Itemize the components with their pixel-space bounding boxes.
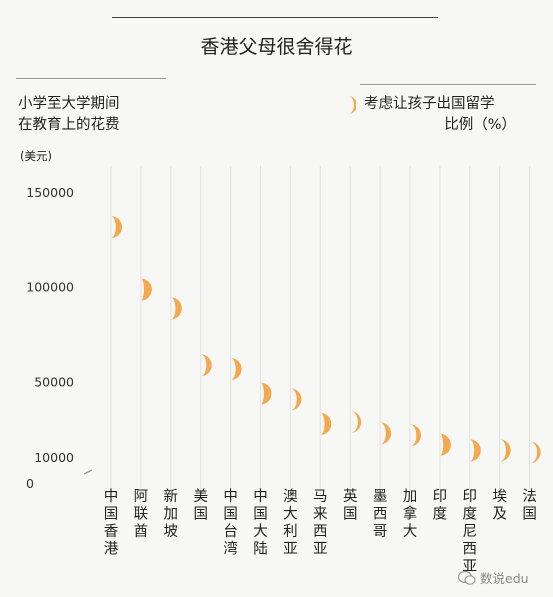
y-tick-label-1: 100000 [26,280,74,295]
y-tick-label-4: 0 [26,476,34,491]
category-label-0-char-0: 中 [104,488,119,505]
category-label-12-char-0: 印 [463,488,478,505]
data-point-10 [410,424,421,447]
category-label-6-char-1: 大 [283,506,298,523]
category-label-5-char-2: 大 [253,523,268,540]
category-label-6-char-0: 澳 [283,488,298,505]
data-point-3 [200,354,212,377]
category-label-12-char-3: 西 [463,542,478,558]
category-label-3-char-0: 美 [193,488,208,505]
category-label-10-char-2: 大 [403,523,418,540]
category-label-7-char-0: 马 [313,488,328,505]
category-label-12-char-1: 度 [463,506,478,523]
data-point-2 [170,297,182,320]
data-point-14 [529,441,541,464]
data-point-13 [499,439,511,462]
y-tick-label-2: 50000 [34,374,74,389]
legend: 考虑让孩子出国留学 比例（%） [340,94,528,136]
page-title: 香港父母很舍得花 [200,36,353,58]
category-label-6-char-2: 利 [283,523,298,540]
category-label-5-char-3: 陆 [253,541,268,558]
data-point-0 [111,216,122,239]
category-label-13-char-0: 埃 [492,488,507,505]
category-label-4-char-0: 中 [223,488,238,505]
half-circle-legend-icon [348,95,356,114]
category-label-4-char-2: 台 [223,523,238,540]
data-point-6 [290,388,302,411]
category-label-8-char-0: 英 [343,487,358,505]
category-label-7-char-3: 亚 [313,542,328,558]
category-label-0-char-1: 国 [104,507,119,523]
category-label-7-char-1: 来 [313,506,328,523]
category-label-0-char-2: 香 [104,523,119,540]
category-label-8-char-1: 国 [343,507,358,523]
category-label-2-char-2: 坡 [164,523,179,540]
category-label-9-char-1: 西 [373,507,388,523]
data-point-12 [469,439,481,462]
category-label-9-char-0: 墨 [373,489,388,505]
category-label-0-char-3: 港 [104,541,119,558]
category-label-11-char-0: 印 [433,488,448,505]
category-label-11-char-1: 度 [433,506,448,523]
category-label-1-char-0: 阿 [134,488,149,505]
unit-label: (美元) [20,149,52,163]
legend-label-line-2: 比例（%） [444,117,516,133]
data-point-7 [320,412,332,435]
category-label-9-char-2: 哥 [373,524,388,540]
category-label-2-char-1: 加 [164,506,179,523]
legend-rule [360,84,536,85]
data-point-5 [260,382,272,405]
ylabel-rule [16,78,166,79]
y-tick-label-0: 150000 [26,185,74,200]
data-point-11 [439,433,451,456]
category-label-12-char-2: 尼 [463,524,478,540]
y-axis-title-line-1: 小学至大学期间 [18,96,120,112]
category-label-10-char-0: 加 [403,488,418,505]
category-label-3-char-1: 国 [193,507,208,523]
category-label-10-char-1: 拿 [403,505,418,523]
category-label-5-char-0: 中 [253,488,268,505]
wechat-icon [458,570,476,585]
title-rule [112,17,438,18]
category-label-5-char-1: 国 [253,507,268,523]
origin-mark [83,469,93,475]
category-label-2-char-0: 新 [164,488,179,505]
y-tick-label-3: 10000 [34,450,74,465]
data-point-8 [350,411,362,434]
category-label-14-char-0: 法 [522,488,537,505]
category-label-1-char-2: 酋 [134,522,149,540]
category-label-6-char-3: 亚 [283,542,298,558]
watermark: 数说edu [458,568,529,587]
y-axis-title: 小学至大学期间 在教育上的花费 [18,94,120,136]
data-point-9 [380,422,392,445]
category-label-4-char-1: 国 [223,507,238,523]
data-point-4 [230,358,242,381]
category-label-4-char-3: 湾 [223,541,238,558]
data-point-1 [140,278,152,301]
category-label-14-char-1: 国 [522,507,537,523]
category-label-13-char-1: 及 [492,507,507,523]
category-label-7-char-2: 西 [313,524,328,540]
category-label-1-char-1: 联 [134,506,149,523]
legend-label-line-1: 考虑让孩子出国留学 [364,96,495,112]
y-axis-title-line-2: 在教育上的花费 [18,117,120,133]
watermark-text: 数说edu [480,571,529,586]
